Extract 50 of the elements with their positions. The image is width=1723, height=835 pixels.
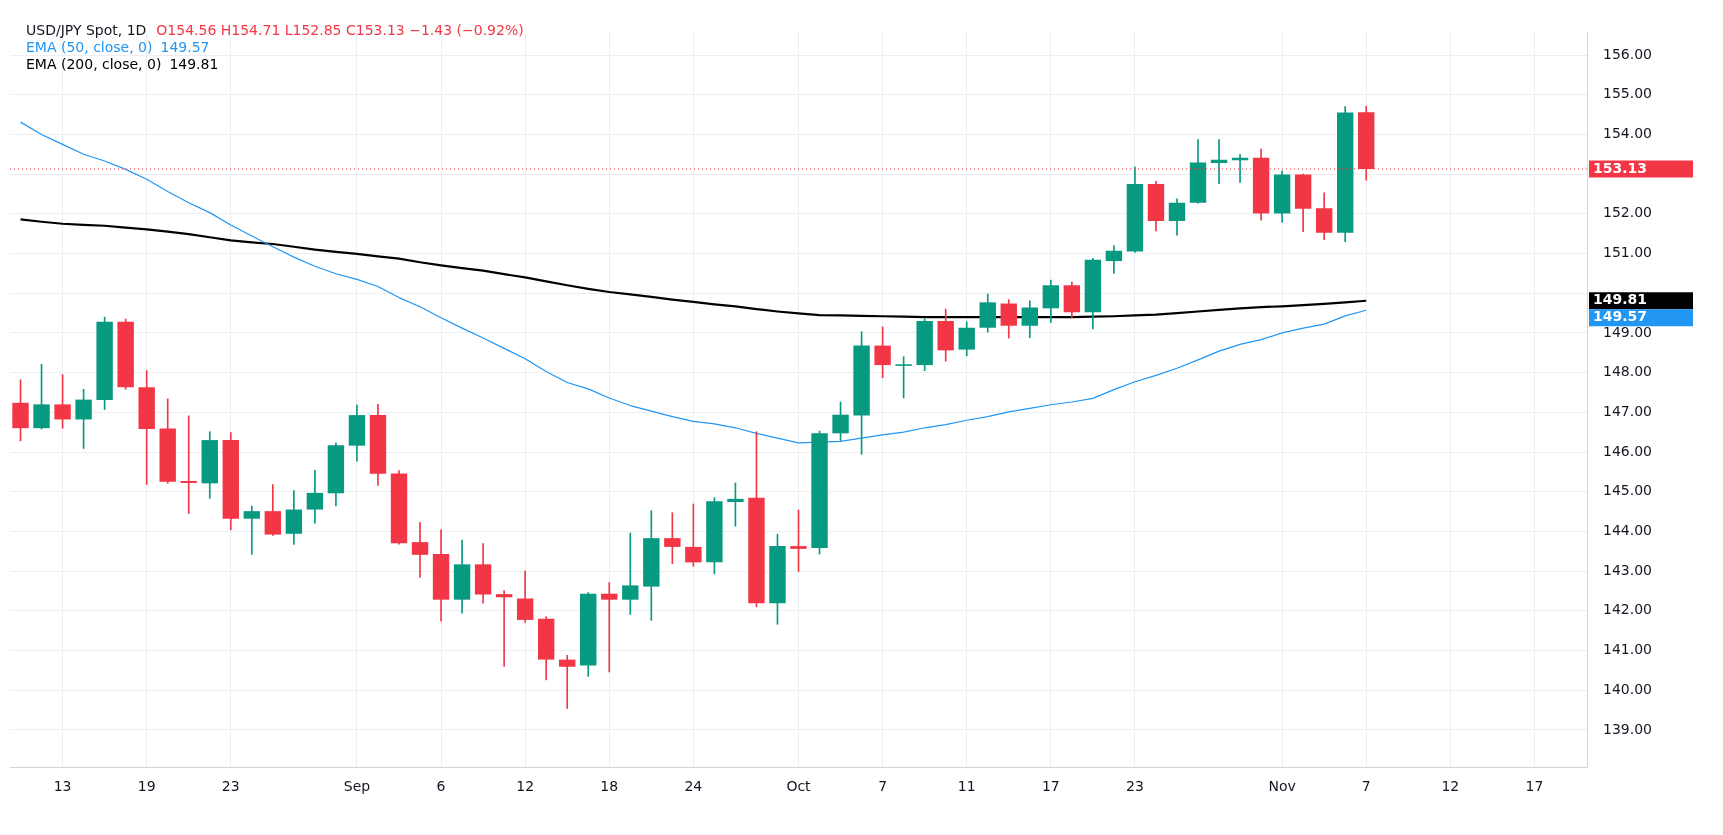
x-tick-label: 13 [53, 778, 72, 795]
y-tick-label: 146.00 [1603, 442, 1652, 459]
x-tick-label: Oct [786, 778, 812, 795]
candlestick [411, 521, 429, 578]
candlestick [180, 415, 197, 514]
text: EMA (50, close, 0) [26, 39, 153, 55]
y-tick-label: 154.00 [1603, 125, 1652, 142]
x-tick-label: 19 [137, 778, 156, 795]
annotation: 149.57 [160, 39, 210, 55]
y-tick-label: 140.00 [1603, 680, 1652, 697]
x-tick-label: 11 [957, 778, 976, 795]
x-tick-label: Sep [343, 778, 371, 795]
annotation: 149.81 [169, 56, 219, 72]
candlestick [559, 654, 576, 709]
y-tick-label: 156.00 [1603, 45, 1652, 62]
y-tick-label: 141.00 [1603, 641, 1652, 658]
y-tick-label: 143.00 [1603, 561, 1652, 578]
x-tick-label: 18 [600, 778, 619, 795]
y-tick-label: 147.00 [1603, 402, 1652, 419]
ref-line-label: 153.13 [1593, 159, 1648, 176]
candlestick [243, 505, 261, 555]
y-tick-label: 139.00 [1603, 720, 1652, 737]
chart-subtitle: O154.56 H154.71 L152.85 C153.13 −1.43 (−0.92%) [156, 22, 524, 38]
x-tick-label: 17 [1525, 778, 1544, 795]
y-tick-label: 144.00 [1603, 522, 1652, 539]
y-tick-label: 155.00 [1603, 85, 1652, 102]
x-tick-label: 12 [516, 778, 535, 795]
x-tick-label: 23 [221, 778, 240, 795]
y-tick-label: 148.00 [1603, 363, 1652, 380]
candlestick [495, 590, 513, 667]
x-tick-label: 17 [1041, 778, 1060, 795]
text: EMA (200, close, 0) [26, 56, 162, 72]
text: 149.57 [1593, 308, 1648, 325]
y-tick-label: 142.00 [1603, 601, 1652, 618]
x-tick-label: 24 [684, 778, 703, 795]
x-tick-label: 23 [1126, 778, 1144, 795]
y-tick-label: 149.00 [1603, 323, 1652, 340]
y-tick-label: 151.00 [1603, 244, 1652, 261]
x-tick-label: 7 [878, 778, 888, 795]
y-tick-label: 152.00 [1603, 204, 1652, 221]
y-tick-label: 145.00 [1603, 482, 1652, 499]
text: 149.81 [1593, 291, 1648, 308]
x-tick-label: 6 [436, 778, 446, 795]
candlestick [622, 532, 639, 615]
chart-title: USD/JPY Spot, 1D [26, 22, 147, 38]
x-tick-label: Nov [1268, 778, 1296, 795]
x-tick-label: 12 [1441, 778, 1460, 795]
candlestick [1210, 139, 1228, 184]
candlestick [601, 582, 618, 673]
x-tick-label: 7 [1361, 778, 1371, 795]
